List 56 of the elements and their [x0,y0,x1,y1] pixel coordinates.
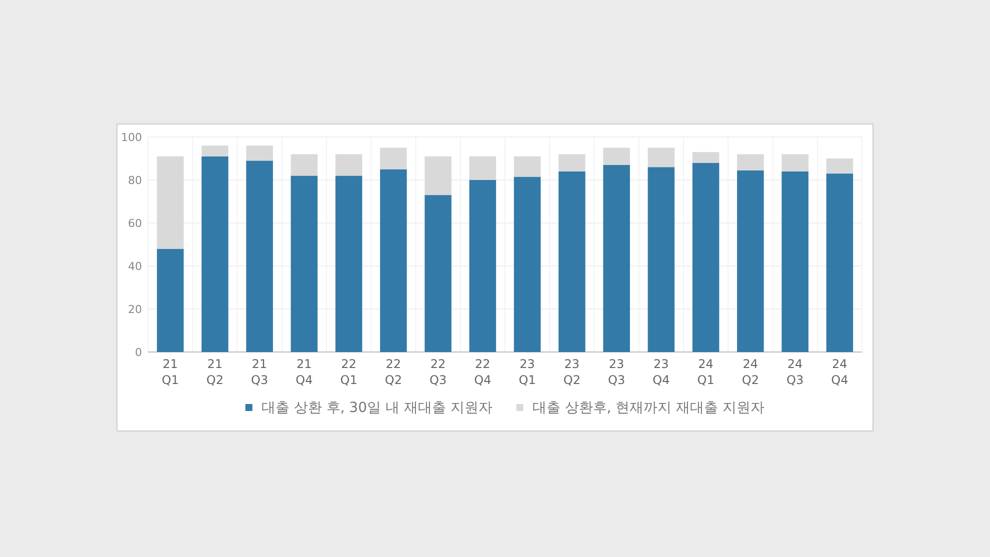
bar [558,171,586,352]
bar [603,164,630,352]
x-tick-label: 23 Q3 [608,357,626,387]
x-tick-label: 23 Q1 [518,357,536,387]
x-tick-label: 24 Q1 [697,357,714,387]
bar [514,156,541,177]
bar [424,195,452,352]
y-tick-label: 20 [128,303,142,316]
bar [737,170,764,352]
x-tick-label: 24 Q4 [831,357,848,387]
bar [469,156,496,180]
bar [603,148,630,165]
bar [380,148,407,170]
x-tick-label: 24 Q2 [742,357,759,387]
x-tick-label: 22 Q4 [474,357,492,387]
bar [246,146,273,161]
bar [514,176,541,352]
bar [380,169,407,352]
y-tick-label: 40 [128,260,142,273]
y-tick-label: 100 [121,131,142,144]
bar [469,180,496,352]
bar [424,156,452,196]
x-tick-label: 22 Q1 [340,357,358,387]
bar [782,171,808,352]
x-tick-label: 21 Q1 [162,357,179,387]
y-tick-label: 80 [128,174,142,187]
bar [826,158,854,174]
bar [737,154,764,170]
x-tick-label: 22 Q3 [430,357,447,387]
bar [246,160,273,352]
x-tick-label: 22 Q2 [384,357,402,387]
bar [290,176,318,352]
legend-label: 대출 상환 후, 30일 내 재대출 지원자 [261,400,492,416]
bar [648,148,675,168]
x-tick-label: 21 Q4 [296,357,313,387]
bar [335,154,362,176]
bar [648,167,675,352]
x-tick-label: 21 Q3 [251,357,268,387]
bar [202,146,228,156]
x-tick-label: 23 Q4 [652,357,670,387]
x-tick-label: 21 Q2 [206,357,224,387]
bar [692,152,720,163]
bar [290,154,318,176]
bar [826,174,854,352]
x-tick-label: 23 Q2 [563,357,580,387]
y-tick-label: 0 [135,346,142,359]
bar [335,176,362,352]
y-tick-label: 60 [128,217,142,230]
bar [558,154,586,172]
x-tick-label: 24 Q3 [786,357,804,387]
bar [156,156,184,249]
bar [692,162,720,352]
bar [202,156,228,352]
bar [156,248,184,352]
legend-label: 대출 상환후, 현재까지 재대출 지원자 [532,400,765,416]
bar [782,154,808,172]
